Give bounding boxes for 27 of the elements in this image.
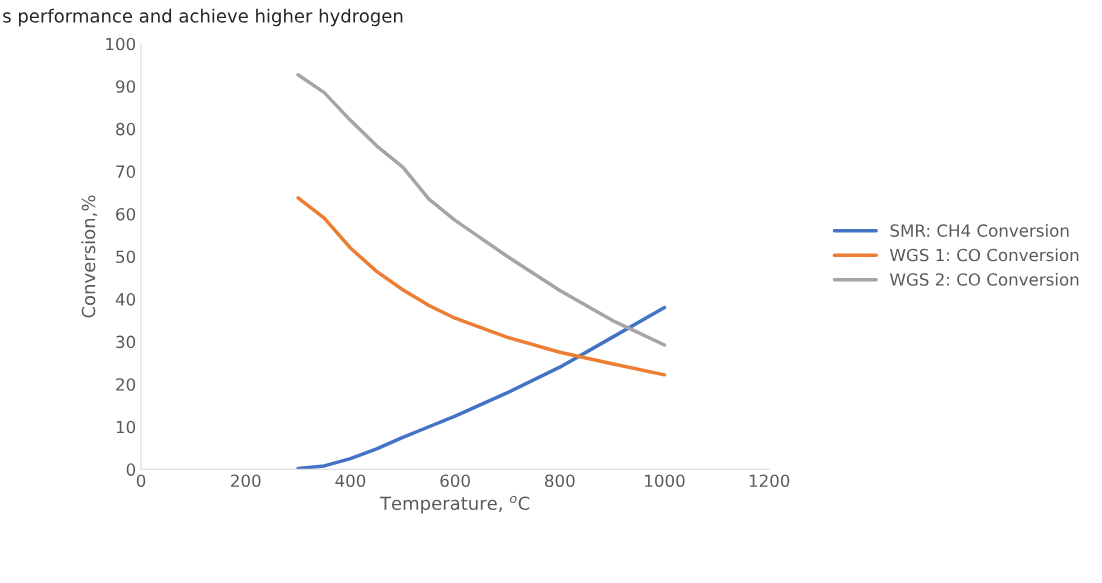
line-series (296, 196, 667, 377)
y-tick-label: 10 (116, 420, 136, 434)
y-tick-label: 30 (116, 335, 136, 349)
x-tick-label: 0 (136, 474, 146, 488)
y-tick-label: 40 (115, 293, 136, 306)
y-tick-label: 20 (116, 378, 136, 391)
x-tick-label: 1200 (749, 474, 790, 488)
x-tick-label: 1000 (645, 474, 685, 488)
y-tick-label: 100 (106, 37, 136, 51)
text: s performance and achieve higher hydrogen (3, 8, 403, 27)
x-axis-title: Temperature, $^{o}$C (379, 495, 530, 514)
x-tick-label: 800 (545, 474, 575, 488)
y-tick-label: 70 (116, 165, 136, 178)
legend-label: WGS 1: CO Conversion (890, 248, 1079, 262)
legend-label: SMR: CH4 Conversion (890, 223, 1069, 237)
y-tick-label: 60 (116, 207, 136, 221)
line-series (296, 305, 667, 470)
line-series (296, 73, 667, 347)
x-tick-label: 400 (335, 474, 366, 488)
x-tick-label: 600 (440, 474, 470, 488)
y-tick-label: 0 (126, 463, 136, 476)
legend-label: WGS 2: CO Conversion (890, 272, 1079, 286)
y-tick-label: 80 (116, 122, 136, 136)
y-tick-label: 50 (116, 250, 136, 264)
y-tick-label: 90 (116, 80, 136, 93)
x-tick-label: 200 (231, 474, 261, 488)
y-axis-title: Conversion,% (81, 195, 98, 318)
